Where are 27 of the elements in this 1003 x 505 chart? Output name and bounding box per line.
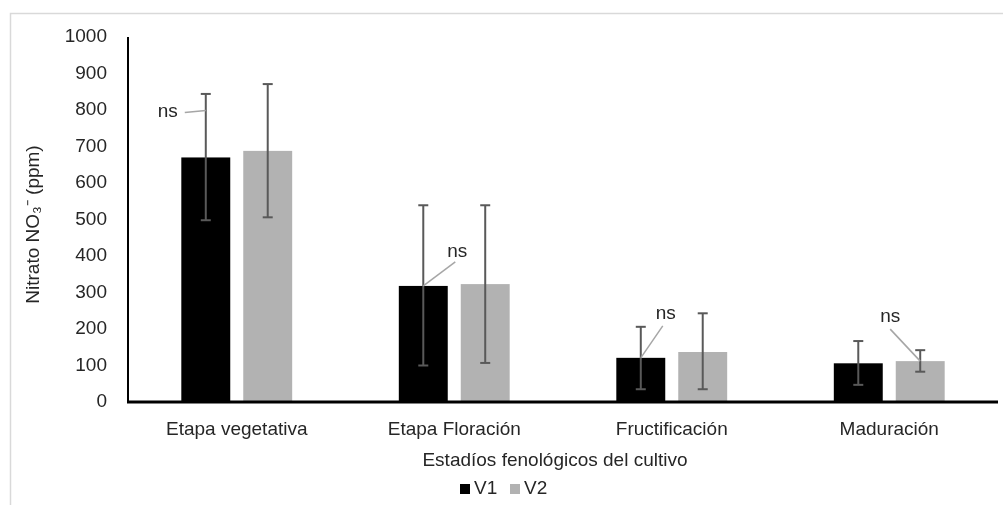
y-axis-title: Nitrato NO₃⁻ (ppm)	[22, 145, 44, 304]
annotation: ns	[157, 100, 178, 122]
y-tick-label: 500	[75, 207, 107, 229]
annotation: ns	[880, 305, 901, 327]
legend-label: V1	[474, 477, 498, 499]
bar	[460, 284, 510, 402]
bar	[243, 150, 293, 402]
annotation: ns	[447, 239, 468, 261]
y-tick-label: 200	[75, 317, 107, 339]
y-tick-label: 600	[75, 171, 107, 193]
x-axis-title: Estadíos fenológicos del cultivo	[422, 449, 688, 471]
x-tick-label: Etapa Floración	[387, 418, 521, 440]
y-tick-label: 100	[75, 353, 107, 375]
annotation: ns	[655, 301, 676, 323]
y-tick-label: 900	[75, 61, 107, 83]
x-tick-label: Fructificación	[615, 418, 728, 440]
x-tick-label: Maduración	[839, 418, 939, 440]
y-tick-label: 700	[75, 134, 107, 156]
bar	[895, 361, 945, 402]
y-tick-label: 1000	[64, 25, 107, 47]
y-tick-label: 800	[75, 98, 107, 120]
bar	[678, 352, 728, 402]
y-tick-label: 300	[75, 280, 107, 302]
y-tick-label: 0	[96, 390, 107, 412]
y-tick-label: 400	[75, 244, 107, 266]
x-tick-label: Etapa vegetativa	[165, 418, 308, 440]
legend-label: V2	[524, 477, 548, 499]
